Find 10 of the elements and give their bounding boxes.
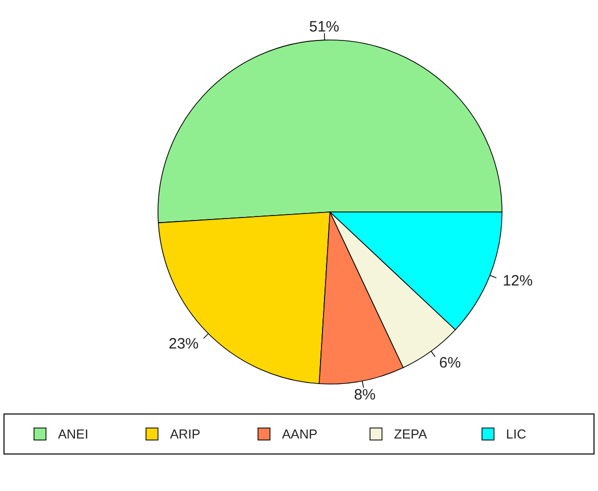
legend-label: ANEI	[58, 426, 88, 442]
legend-label: LIC	[506, 426, 526, 442]
data-label: 23%	[168, 336, 199, 353]
data-label: 6%	[439, 354, 461, 372]
data-label: 8%	[354, 386, 376, 404]
legend-label: ZEPA	[394, 426, 428, 442]
data-label: 12%	[502, 272, 533, 290]
legend-label: ARIP	[170, 426, 200, 442]
legend-label: AANP	[282, 426, 318, 442]
data-label: 51%	[309, 18, 340, 36]
